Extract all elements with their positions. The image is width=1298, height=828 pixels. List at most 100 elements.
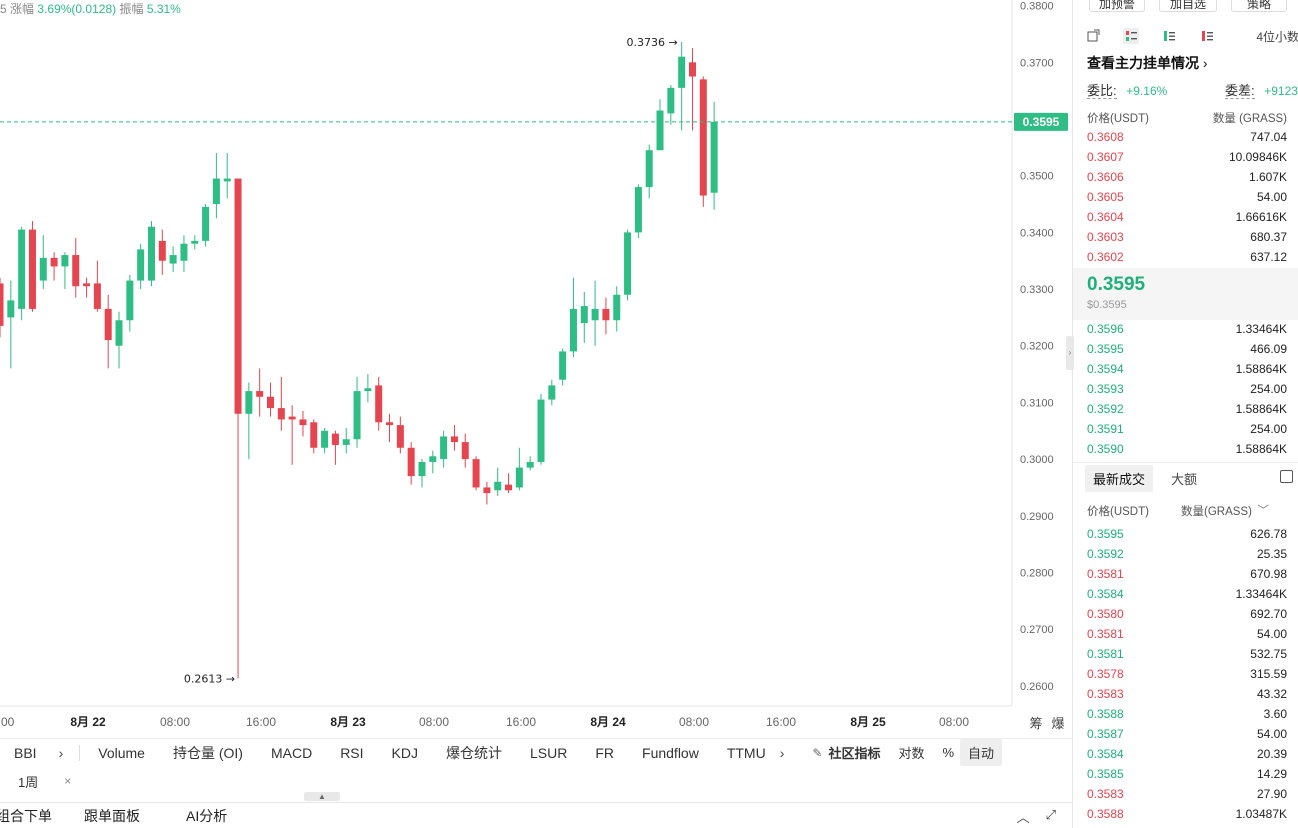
tab-copy-panel[interactable]: 跟单面板	[84, 807, 140, 824]
trade-row[interactable]: 0.3584 20.39	[1087, 744, 1287, 764]
candle-body	[191, 240, 199, 244]
candle-body	[342, 439, 350, 445]
orderbook-asks-icon[interactable]	[1199, 28, 1215, 44]
ask-row[interactable]: 0.3602 637.12	[1087, 247, 1287, 267]
price-tick-label: 0.2700	[1020, 624, 1054, 636]
indicator-kdj[interactable]: KDJ	[391, 744, 418, 761]
trade-row[interactable]: 0.3587 54.00	[1087, 724, 1287, 744]
trade-qty: 43.32	[1256, 687, 1287, 701]
chart-panel[interactable]: 0.38000.37000.36000.35000.34000.33000.32…	[0, 0, 1072, 740]
tab-large-trades[interactable]: 大额	[1171, 472, 1198, 487]
add-alert-button[interactable]: 加预警	[1089, 0, 1145, 12]
indicator-macd[interactable]: MACD	[270, 744, 313, 761]
chevron-right-icon: ›	[1202, 55, 1208, 71]
bid-qty: 1.58864K	[1235, 442, 1287, 456]
trade-qty: 1.03487K	[1235, 807, 1287, 821]
time-tick-label: 08:00	[679, 715, 709, 729]
indicator-fundflow[interactable]: Fundflow	[642, 744, 699, 761]
amplitude-value: 5.31%	[146, 2, 181, 16]
add-watchlist-button[interactable]: 加自选	[1159, 0, 1217, 12]
chevron-right-icon[interactable]: ›	[58, 744, 64, 761]
bid-row[interactable]: 0.3595 466.09	[1087, 339, 1287, 359]
trade-row[interactable]: 0.3595 626.78	[1087, 524, 1287, 544]
trade-row[interactable]: 0.3580 692.70	[1087, 604, 1287, 624]
bid-row[interactable]: 0.3590 1.58864K	[1087, 439, 1287, 459]
ask-row[interactable]: 0.3606 1.607K	[1087, 167, 1287, 187]
bid-row[interactable]: 0.3594 1.58864K	[1087, 359, 1287, 379]
chevron-up-icon[interactable]: ▲	[304, 792, 340, 801]
candle-body	[580, 306, 588, 324]
ask-row[interactable]: 0.3605 54.00	[1087, 187, 1287, 207]
ask-row[interactable]: 0.3607 10.09846K	[1087, 147, 1287, 167]
price-tick-label: 0.3500	[1020, 171, 1054, 183]
candle-body	[364, 388, 372, 392]
top-buttons: 加预警 加自选 策略	[1073, 0, 1298, 14]
bid-row[interactable]: 0.3592 1.58864K	[1087, 399, 1287, 419]
time-tick-label: 16:00	[766, 715, 796, 729]
ask-price: 0.3602	[1087, 250, 1124, 264]
indicator-bbi[interactable]: BBI	[14, 744, 37, 761]
indicator-oi[interactable]: 持仓量 (OI)	[172, 744, 243, 761]
indicator-bar: BBI › Volume 持仓量 (OI) MACD RSI KDJ 爆仓统计 …	[0, 738, 1072, 766]
trade-row[interactable]: 0.3584 1.33464K	[1087, 584, 1287, 604]
period-chip[interactable]: 1周	[18, 774, 39, 790]
price-tick-label: 0.3800	[1020, 1, 1054, 13]
ask-row[interactable]: 0.3608 747.04	[1087, 127, 1287, 147]
tab-combo-order[interactable]: 组合下单	[0, 807, 52, 824]
trade-row[interactable]: 0.3583 43.32	[1087, 684, 1287, 704]
trade-price: 0.3585	[1087, 767, 1124, 781]
chevron-right-icon[interactable]: ›	[779, 744, 785, 761]
close-icon[interactable]: ×	[64, 774, 72, 788]
chevron-right-icon[interactable]: ›	[1066, 336, 1074, 370]
edit-icon[interactable]: ✎	[812, 745, 823, 760]
auto-scale-button[interactable]: 自动	[960, 739, 1003, 766]
trade-row[interactable]: 0.3588 1.03487K	[1087, 804, 1287, 824]
ask-row[interactable]: 0.3604 1.66616K	[1087, 207, 1287, 227]
expand-icon[interactable]: ⤢	[1045, 807, 1056, 822]
indicator-lsur[interactable]: LSUR	[529, 744, 568, 761]
trade-row[interactable]: 0.3583 27.90	[1087, 784, 1287, 804]
candle-body	[28, 229, 36, 309]
main-orders-link[interactable]: 查看主力挂单情况 ›	[1087, 53, 1208, 73]
time-tick-label: 16:00	[246, 715, 276, 729]
bid-price: 0.3591	[1087, 422, 1124, 436]
trade-row[interactable]: 0.3581 54.00	[1087, 624, 1287, 644]
trade-row[interactable]: 0.3581 532.75	[1087, 644, 1287, 664]
indicator-liquidation[interactable]: 爆仓统计	[445, 744, 502, 761]
candle-body	[353, 391, 361, 440]
indicator-rsi[interactable]: RSI	[340, 744, 364, 761]
indicator-fr[interactable]: FR	[595, 744, 615, 761]
candlestick-chart[interactable]: 0.38000.37000.36000.35000.34000.33000.32…	[0, 0, 1072, 738]
indicator-ttmu[interactable]: TTMU	[726, 744, 766, 761]
percent-scale-button[interactable]: %	[942, 745, 955, 760]
bid-row[interactable]: 0.3593 254.00	[1087, 379, 1287, 399]
bid-row[interactable]: 0.3596 1.33464K	[1087, 319, 1287, 339]
trade-row[interactable]: 0.3592 25.35	[1087, 544, 1287, 564]
bid-row[interactable]: 0.3591 254.00	[1087, 419, 1287, 439]
indicator-volume[interactable]: Volume	[98, 744, 145, 761]
chevron-down-icon[interactable]: ﹀	[1257, 505, 1270, 517]
trade-row[interactable]: 0.3585 14.29	[1087, 764, 1287, 784]
ask-row[interactable]: 0.3603 680.37	[1087, 227, 1287, 247]
ratio-label: 委比:	[1087, 83, 1117, 99]
log-scale-button[interactable]: 对数	[898, 746, 925, 761]
candle-body	[83, 283, 91, 287]
trade-row[interactable]: 0.3578 315.59	[1087, 664, 1287, 684]
tab-ai-analysis[interactable]: AI分析	[186, 807, 228, 824]
large-trades-checkbox[interactable]	[1280, 470, 1293, 483]
strategy-button[interactable]: 策略	[1231, 0, 1287, 12]
chevron-up-icon[interactable]: ︿	[1016, 810, 1030, 825]
trade-row[interactable]: 0.3581 670.98	[1087, 564, 1287, 584]
orderbook-bids-icon[interactable]	[1161, 28, 1177, 44]
trade-row[interactable]: 0.3588 3.60	[1087, 704, 1287, 724]
candle-body	[688, 62, 696, 77]
orderbook-both-icon[interactable]	[1123, 28, 1139, 44]
community-indicators-button[interactable]: 社区指标	[828, 746, 881, 761]
candle-body	[212, 178, 220, 205]
share-icon[interactable]	[1085, 28, 1101, 44]
tab-latest-trades[interactable]: 最新成交	[1085, 465, 1154, 492]
orderbook-header: 价格(USDT) 数量 (GRASS)	[1087, 110, 1287, 126]
col-price: 价格(USDT)	[1087, 506, 1149, 518]
decimals-select[interactable]: 4位小数	[1256, 29, 1298, 44]
change-label: 涨幅	[10, 2, 35, 16]
